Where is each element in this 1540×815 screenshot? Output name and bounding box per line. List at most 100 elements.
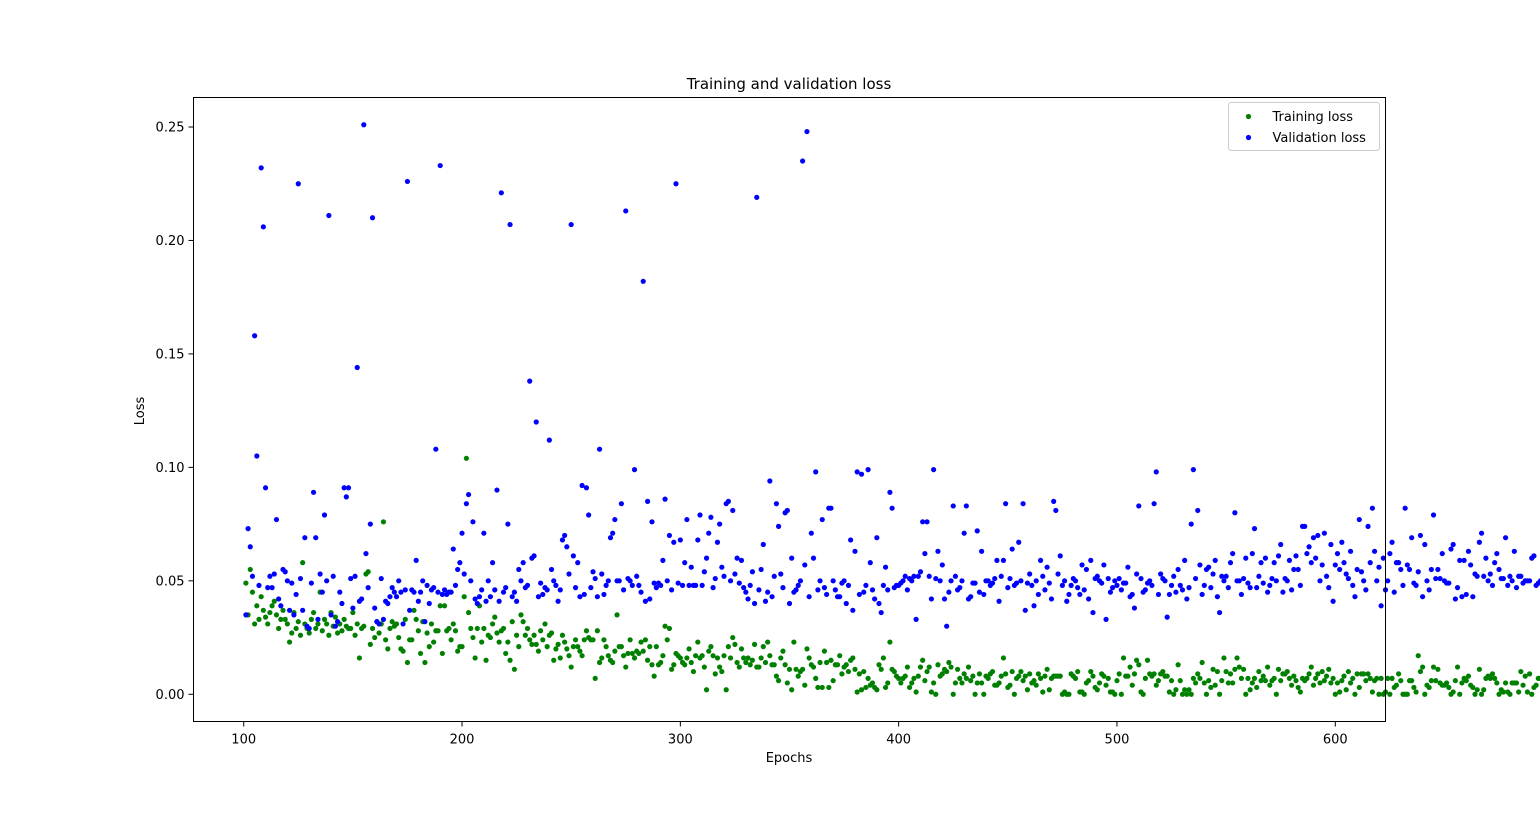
training-loss-point	[837, 653, 843, 659]
validation-loss-point	[1037, 557, 1044, 563]
validation-loss-point	[345, 485, 352, 491]
validation-loss-point	[1000, 557, 1007, 563]
validation-loss-point	[1409, 535, 1415, 541]
training-loss-point	[1022, 673, 1028, 679]
validation-loss-point	[461, 571, 467, 577]
training-loss-point	[959, 680, 965, 686]
training-loss-point	[1018, 668, 1024, 675]
training-loss-point	[356, 655, 363, 661]
training-loss-point	[1289, 682, 1295, 688]
training-loss-point	[627, 637, 633, 643]
validation-loss-point	[1079, 562, 1085, 568]
validation-loss-point	[455, 566, 461, 573]
validation-loss-point	[557, 587, 563, 593]
training-loss-point	[599, 655, 605, 661]
validation-loss-point	[378, 575, 384, 582]
validation-loss-point	[948, 578, 954, 584]
validation-loss-point	[915, 573, 921, 579]
validation-loss-point	[546, 437, 552, 443]
training-loss-point	[267, 609, 273, 616]
training-loss-point	[896, 675, 902, 681]
validation-loss-point	[334, 619, 341, 625]
validation-loss-point	[618, 501, 625, 507]
validation-loss-point	[1363, 587, 1369, 593]
validation-loss-point	[865, 467, 871, 473]
training-loss-point	[249, 589, 256, 595]
validation-loss-point	[481, 530, 487, 536]
validation-loss-point	[1044, 564, 1050, 570]
training-loss-point	[551, 657, 557, 663]
training-loss-point	[271, 598, 277, 604]
training-loss-point	[605, 653, 611, 659]
validation-loss-point	[385, 600, 391, 607]
validation-loss-point	[548, 566, 555, 573]
training-loss-point	[751, 641, 758, 647]
training-loss-point	[350, 609, 356, 616]
validation-loss-point	[843, 600, 849, 607]
validation-loss-point	[926, 573, 932, 579]
validation-loss-point	[1042, 587, 1048, 593]
validation-loss-point	[824, 591, 830, 598]
validation-loss-point	[1210, 571, 1216, 577]
training-loss-point	[413, 616, 419, 622]
training-loss-point	[1520, 682, 1526, 688]
chart-title: Training and validation loss	[686, 75, 892, 93]
validation-loss-point	[330, 573, 336, 579]
validation-loss-point	[717, 521, 723, 527]
training-loss-point	[516, 644, 522, 650]
training-loss-point	[730, 634, 736, 641]
validation-loss-point	[1531, 553, 1537, 559]
training-loss-point	[1201, 680, 1207, 686]
validation-loss-point	[601, 591, 607, 598]
training-loss-point	[876, 662, 882, 668]
validation-loss-point	[568, 221, 574, 228]
validation-loss-point	[1099, 580, 1105, 586]
validation-loss-point	[699, 582, 705, 588]
validation-loss-point	[596, 446, 603, 452]
validation-loss-point	[1061, 578, 1068, 584]
training-loss-point	[474, 625, 480, 632]
validation-loss-point	[1216, 609, 1223, 616]
validation-loss-point	[465, 491, 472, 498]
validation-loss-point	[612, 516, 618, 523]
validation-loss-point	[1323, 573, 1330, 579]
training-loss-point	[771, 662, 777, 668]
training-loss-point	[924, 668, 930, 675]
training-loss-point	[562, 639, 568, 645]
training-loss-point	[806, 655, 812, 661]
training-loss-point	[479, 639, 485, 645]
validation-loss-point	[1197, 562, 1203, 568]
validation-loss-point	[725, 498, 731, 504]
training-loss-point	[533, 641, 539, 647]
training-loss-point	[572, 637, 579, 643]
validation-loss-point	[1162, 578, 1168, 584]
training-loss-point	[269, 603, 275, 609]
training-loss-point	[568, 664, 574, 670]
validation-loss-point	[291, 612, 297, 618]
training-loss-point	[1273, 691, 1279, 697]
validation-loss-point	[1439, 550, 1445, 557]
validation-loss-point	[1404, 562, 1410, 568]
training-loss-point	[409, 637, 415, 643]
validation-loss-point	[1513, 585, 1520, 591]
training-loss-point	[538, 628, 544, 634]
training-loss-point	[1075, 668, 1081, 675]
training-loss-point	[258, 594, 264, 600]
training-loss-point	[1230, 680, 1236, 686]
training-loss-point	[603, 644, 609, 650]
training-loss-point	[470, 634, 476, 641]
validation-loss-point	[714, 539, 721, 545]
validation-loss-point	[1417, 532, 1424, 539]
training-loss-point	[732, 641, 738, 647]
training-loss-point	[365, 569, 371, 575]
training-loss-point	[555, 641, 561, 647]
validation-loss-point	[706, 530, 712, 536]
training-loss-point	[677, 655, 683, 661]
validation-loss-point	[1481, 573, 1487, 579]
training-loss-point	[590, 637, 596, 643]
validation-loss-point	[586, 512, 592, 518]
validation-loss-point	[703, 555, 710, 561]
training-loss-point	[1016, 673, 1022, 679]
validation-loss-point	[1075, 585, 1081, 591]
validation-loss-point	[1273, 578, 1279, 584]
